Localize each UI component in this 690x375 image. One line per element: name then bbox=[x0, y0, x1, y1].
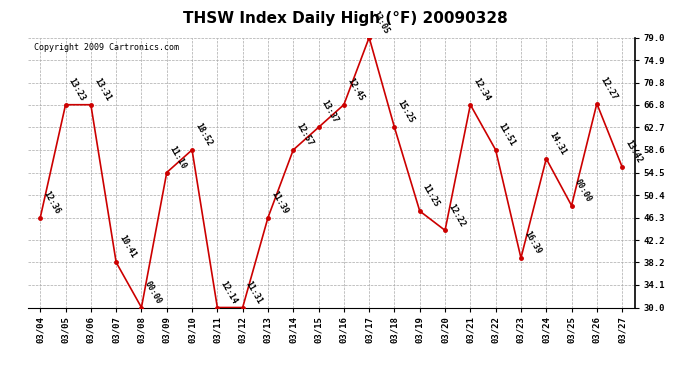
Text: 12:14: 12:14 bbox=[219, 279, 239, 305]
Text: 13:05: 13:05 bbox=[371, 9, 391, 35]
Text: 11:25: 11:25 bbox=[421, 183, 442, 209]
Text: 11:10: 11:10 bbox=[168, 144, 188, 170]
Text: 12:57: 12:57 bbox=[295, 122, 315, 148]
Text: 13:23: 13:23 bbox=[67, 76, 87, 102]
Text: 12:45: 12:45 bbox=[345, 76, 366, 102]
Text: 12:34: 12:34 bbox=[472, 76, 492, 102]
Text: 10:41: 10:41 bbox=[117, 234, 138, 260]
Text: 12:22: 12:22 bbox=[446, 202, 466, 228]
Text: 11:51: 11:51 bbox=[497, 122, 518, 148]
Text: 11:39: 11:39 bbox=[269, 189, 290, 216]
Text: 16:39: 16:39 bbox=[522, 230, 542, 256]
Text: 13:42: 13:42 bbox=[624, 139, 644, 165]
Text: Copyright 2009 Cartronics.com: Copyright 2009 Cartronics.com bbox=[34, 43, 179, 52]
Text: 11:31: 11:31 bbox=[244, 279, 264, 305]
Text: 12:36: 12:36 bbox=[41, 189, 62, 216]
Text: 14:31: 14:31 bbox=[548, 130, 568, 156]
Text: 00:00: 00:00 bbox=[573, 177, 593, 203]
Text: 18:52: 18:52 bbox=[193, 122, 214, 148]
Text: 12:27: 12:27 bbox=[598, 75, 618, 101]
Text: 00:00: 00:00 bbox=[143, 279, 163, 305]
Text: 13:37: 13:37 bbox=[320, 99, 340, 125]
Text: THSW Index Daily High (°F) 20090328: THSW Index Daily High (°F) 20090328 bbox=[183, 11, 507, 26]
Text: 15:25: 15:25 bbox=[396, 99, 416, 125]
Text: 13:31: 13:31 bbox=[92, 76, 112, 102]
